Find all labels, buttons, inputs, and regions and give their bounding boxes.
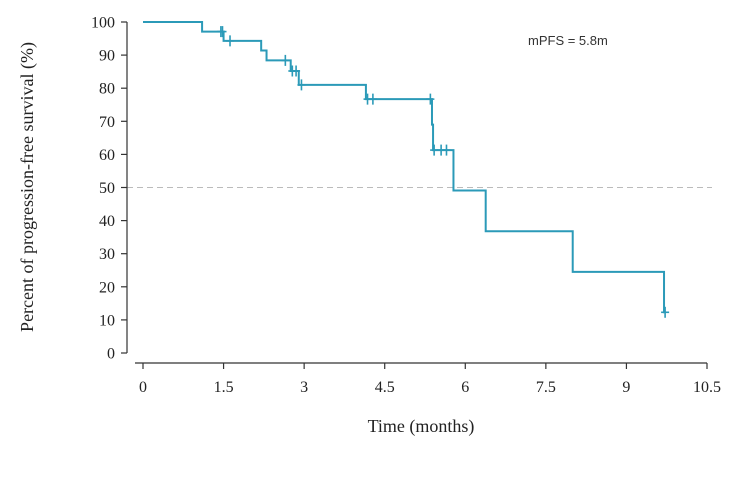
y-tick-label: 100 <box>91 15 115 32</box>
x-axis-title: Time (months) <box>368 416 475 437</box>
x-tick-label: 6 <box>461 379 469 396</box>
y-tick-label: 30 <box>99 246 115 263</box>
y-tick-label: 0 <box>107 346 115 363</box>
censor-mark <box>426 93 435 105</box>
censor-mark <box>430 144 439 156</box>
y-tick-label: 60 <box>99 147 115 164</box>
x-tick-label: 10.5 <box>693 379 721 396</box>
y-tick-label: 50 <box>99 180 115 197</box>
y-tick-label: 10 <box>99 312 115 329</box>
y-tick-label: 80 <box>99 81 115 98</box>
ticks-layer: 0 10 20 30 40 50 60 70 80 90 100 0 1.5 3 4.5 6 7.5 9 10.5 <box>91 15 721 397</box>
y-tick-label: 20 <box>99 279 115 296</box>
y-tick-label: 40 <box>99 213 115 230</box>
y-axis-title: Percent of progression-free survival (%) <box>17 42 38 332</box>
x-tick-label: 7.5 <box>536 379 556 396</box>
km-step-curve <box>143 21 666 314</box>
censor-mark <box>292 65 301 77</box>
x-tick-label: 0 <box>139 379 147 396</box>
censor-layer <box>216 26 670 318</box>
censor-mark <box>661 306 670 318</box>
axes-layer <box>126 22 707 364</box>
censor-mark <box>226 35 235 47</box>
censor-mark <box>297 79 306 91</box>
censor-mark <box>218 26 227 38</box>
y-tick-label: 70 <box>99 114 115 131</box>
y-tick-label: 90 <box>99 48 115 65</box>
x-tick-label: 4.5 <box>375 379 395 396</box>
x-tick-label: 1.5 <box>214 379 234 396</box>
curve-layer <box>143 21 666 314</box>
censor-mark <box>281 54 290 66</box>
median-pfs-annotation: mPFS = 5.8m <box>528 33 608 48</box>
x-tick-label: 9 <box>622 379 630 396</box>
censor-mark <box>442 144 451 156</box>
x-tick-label: 3 <box>300 379 308 396</box>
censor-mark <box>368 93 377 105</box>
